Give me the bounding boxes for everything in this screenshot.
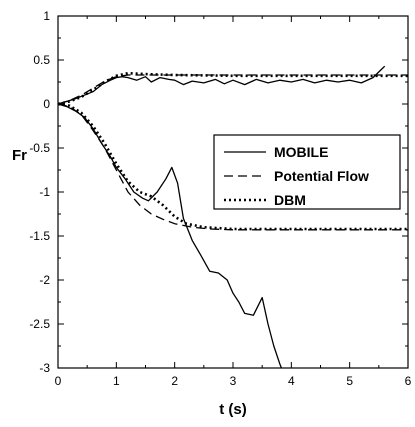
y-tick-label: 0.5 [33, 53, 50, 67]
series-group [57, 65, 408, 369]
y-tick-label: -0.5 [29, 141, 50, 155]
series-line-dbm [57, 102, 408, 231]
legend-box [213, 134, 401, 210]
x-axis-title: t (s) [219, 401, 247, 418]
legend-label: MOBILE [274, 144, 328, 160]
y-axis-title: Fr [12, 147, 27, 164]
y-tick-label: -1 [39, 185, 50, 199]
y-tick-label: 0 [43, 97, 50, 111]
y-tick-label: -2 [39, 273, 50, 287]
legend-label: DBM [274, 192, 306, 208]
y-tick-label: -3 [39, 361, 50, 375]
y-tick-label: -2.5 [29, 317, 50, 331]
x-tick-label: 5 [346, 374, 353, 388]
series-line-mobile [57, 65, 386, 105]
axis-ticks: 0 1 2 3 4 5 6 1 0.5 0 -0.5 -1 -1.5 -2 -2.5 -3 [29, 9, 411, 388]
x-tick-label: 6 [405, 374, 412, 388]
series-line-potential-flow [57, 103, 408, 231]
x-tick-label: 0 [55, 374, 62, 388]
series-line-dbm [57, 71, 408, 106]
x-tick-label: 2 [171, 374, 178, 388]
x-tick-label: 3 [230, 374, 237, 388]
y-tick-label: -1.5 [29, 229, 50, 243]
x-tick-label: 4 [288, 374, 295, 388]
y-tick-label: 1 [43, 9, 50, 23]
legend-label: Potential Flow [274, 168, 369, 184]
x-tick-label: 1 [113, 374, 120, 388]
legend: MOBILE Potential Flow DBM [213, 134, 401, 210]
